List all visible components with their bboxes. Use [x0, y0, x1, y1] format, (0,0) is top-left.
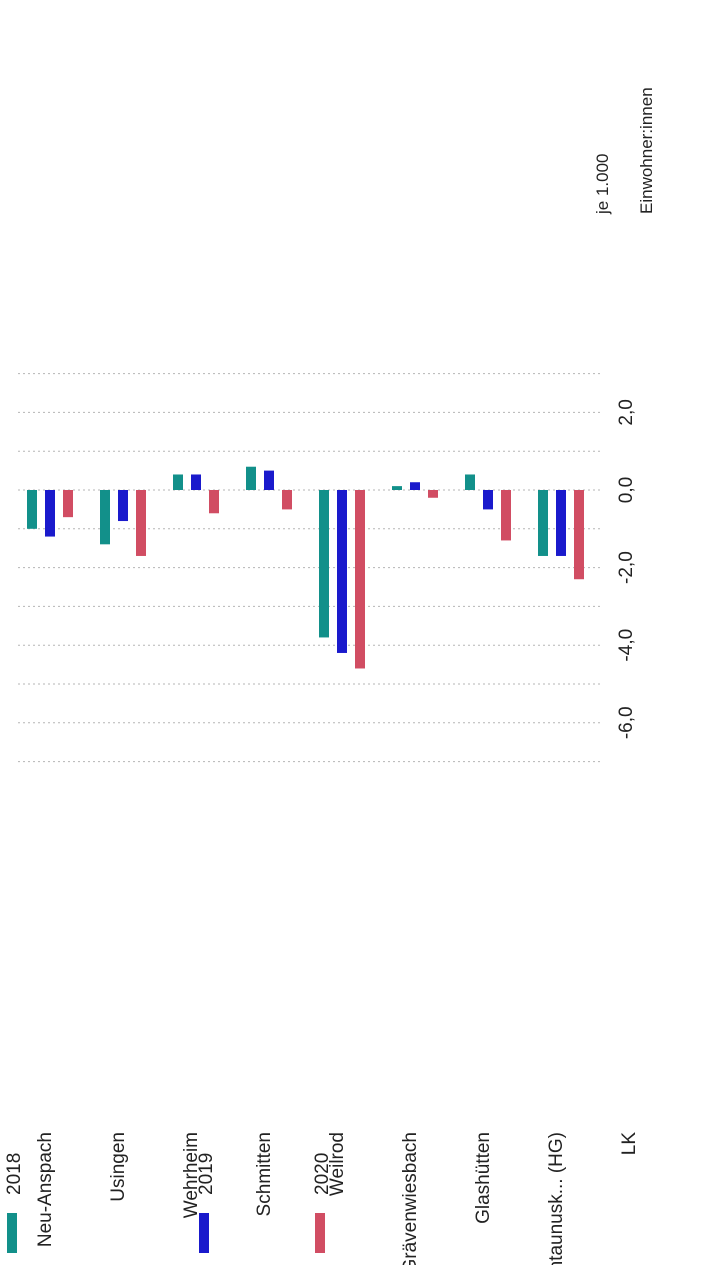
bar-weilrod-2020 — [355, 490, 365, 669]
category-label-lk: LK — [619, 1132, 640, 1156]
unit-label-line: je 1.000 — [593, 154, 612, 216]
bars — [27, 466, 584, 669]
bar-hochtaunusk-hg-2018 — [538, 490, 548, 556]
category-axis-labels: Neu-Anspach Usingen Wehrheim Schmitten Weilr… — [35, 1132, 640, 1265]
tick-label: -6,0 — [616, 706, 637, 739]
category-label-wehrheim: Wehrheim — [181, 1132, 202, 1218]
bar-usingen-2020 — [136, 490, 146, 556]
category-label-gravenwiesbach: Grävenwiesbach — [400, 1132, 421, 1265]
bar-weilrod-2018 — [319, 490, 329, 638]
bar-weilrod-2019 — [337, 490, 347, 653]
legend-swatch-2019 — [199, 1213, 209, 1253]
bar-glashutten-2018 — [465, 474, 475, 490]
bar-neu-anspach-2020 — [63, 490, 73, 518]
legend: 2018 2019 2020 — [4, 1153, 333, 1253]
bar-glashutten-2020 — [501, 490, 511, 541]
bar-neu-anspach-2018 — [27, 490, 37, 529]
bar-wehrheim-2019 — [191, 474, 201, 490]
legend-swatch-2018 — [7, 1213, 17, 1253]
legend-label-2018: 2018 — [4, 1153, 25, 1195]
tick-label: 0,0 — [616, 477, 637, 503]
bar-hochtaunusk-hg-2019 — [556, 490, 566, 556]
bar-glashutten-2019 — [483, 490, 493, 510]
category-label-neu-anspach: Neu-Anspach — [35, 1132, 56, 1247]
bar-hochtaunusk-hg-2020 — [574, 490, 584, 580]
unit-label-line: Einwohner:innen — [637, 87, 656, 214]
bar-gravenwiesbach-2019 — [410, 482, 420, 490]
category-label-usingen: Usingen — [108, 1132, 129, 1202]
bar-usingen-2018 — [100, 490, 110, 545]
value-axis-ticks: -6,0 -4,0 -2,0 0,0 2,0 — [616, 399, 637, 739]
bar-gravenwiesbach-2018 — [392, 486, 402, 490]
bar-schmitten-2018 — [246, 466, 256, 490]
legend-label-2019: 2019 — [196, 1153, 217, 1195]
bar-wehrheim-2020 — [209, 490, 219, 514]
category-label-glashutten: Glashütten — [473, 1132, 494, 1224]
bar-usingen-2019 — [118, 490, 128, 522]
bar-schmitten-2020 — [282, 490, 292, 510]
category-label-hochtaunusk-hg: Hochtaunusk... (HG) — [546, 1132, 567, 1265]
legend-label-2020: 2020 — [312, 1153, 333, 1195]
category-label-weilrod: Weilrod — [327, 1132, 348, 1196]
tick-label: -2,0 — [616, 551, 637, 584]
gridlines — [18, 373, 600, 763]
tick-label: -4,0 — [616, 629, 637, 662]
category-label-schmitten: Schmitten — [254, 1132, 275, 1216]
legend-swatch-2020 — [315, 1213, 325, 1253]
bar-wehrheim-2018 — [173, 474, 183, 490]
unit-label: je 1.000 Einwohner:innen — [593, 87, 656, 215]
bar-schmitten-2019 — [264, 470, 274, 490]
bar-neu-anspach-2019 — [45, 490, 55, 537]
tick-label: 2,0 — [616, 399, 637, 425]
bar-gravenwiesbach-2020 — [428, 490, 438, 498]
